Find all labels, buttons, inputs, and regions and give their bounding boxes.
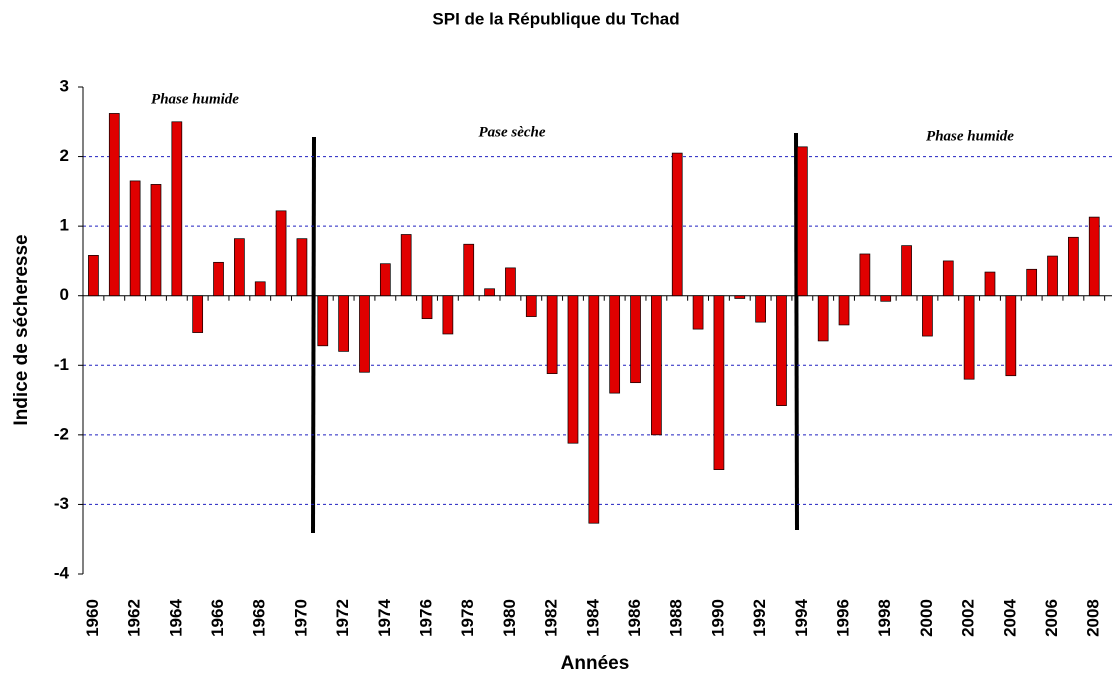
x-tick-label: 1996 [834,599,853,637]
bar [671,152,683,297]
bar [463,243,475,297]
bar [1088,216,1100,297]
x-tick-label: 1994 [792,599,811,637]
bar [379,263,391,297]
phase-divider [311,136,316,534]
x-tick-label: 1964 [166,599,185,637]
bar [796,146,808,297]
bar [880,295,892,302]
y-tick-label: -3 [54,494,69,513]
chart-title: SPI de la République du Tchad [432,9,679,28]
bar [359,295,370,373]
x-tick-label: 1962 [125,599,144,637]
x-tick-label: 2008 [1084,599,1103,637]
bar [150,184,162,297]
x-tick-label: 1972 [333,599,352,637]
bar [192,295,204,333]
x-tick-label: 1960 [83,599,102,637]
bar [651,295,662,436]
x-tick-label: 1998 [875,599,894,637]
bar [567,295,579,444]
bar [421,295,433,320]
bar [546,295,558,374]
bar [338,295,349,352]
bar [922,295,933,337]
bar [296,238,308,297]
bar [505,267,516,297]
x-tick-label: 1988 [667,599,686,637]
x-tick-label: 1984 [583,599,602,637]
bar [1026,268,1038,297]
x-tick-label: 2000 [917,599,936,637]
bar [254,281,266,297]
x-axis-title: Années [561,653,630,674]
bar [484,288,495,297]
bar [442,295,454,335]
bar [984,271,996,297]
x-tick-label: 1986 [625,599,644,637]
bar [129,180,141,297]
x-tick-label: 1982 [542,599,561,637]
bar [963,295,975,380]
bar [525,295,537,317]
x-tick-label: 1976 [417,599,436,637]
y-axis-title: Indice de sécheresse [11,234,32,425]
phase-divider [794,132,799,531]
y-tick-label: 1 [60,216,69,235]
bar [755,295,766,323]
bar [588,295,600,524]
x-tick-label: 2002 [959,599,978,637]
x-tick-label: 2006 [1042,599,1061,637]
x-tick-label: 1992 [750,599,769,637]
y-tick-label: 3 [60,76,69,95]
bar [400,234,412,297]
annotation: Phase humide [926,128,1014,144]
bar [713,295,725,470]
y-tick-label: -4 [54,563,70,582]
bar [817,295,829,342]
bar [859,253,871,297]
x-tick-label: 1966 [208,599,227,637]
bar [1068,236,1079,297]
bar [692,295,704,330]
x-tick-label: 2004 [1000,599,1019,637]
x-tick-label: 1990 [708,599,727,637]
bar [275,210,287,297]
x-tick-label: 1978 [458,599,477,637]
annotation: Pase sèche [478,124,545,140]
bar [942,260,954,297]
bar [1047,255,1058,297]
bar [734,295,746,299]
bar [108,113,120,297]
x-tick-label: 1968 [250,599,269,637]
bar [776,295,787,406]
y-tick-label: -1 [54,355,69,374]
x-tick-label: 1974 [375,599,394,637]
bar [234,238,245,297]
bar [88,255,99,297]
annotation: Phase humide [151,91,239,107]
bar [171,121,183,297]
bar [901,245,912,297]
bar [609,295,621,394]
bar [1005,295,1017,377]
bar [213,261,224,297]
y-tick-label: -2 [54,424,69,443]
y-tick-label: 0 [60,285,69,304]
bar [317,295,329,347]
y-tick-label: 2 [60,146,69,165]
bar [838,295,850,326]
x-tick-label: 1980 [500,599,519,637]
bar [630,295,641,384]
x-tick-label: 1970 [291,599,310,637]
